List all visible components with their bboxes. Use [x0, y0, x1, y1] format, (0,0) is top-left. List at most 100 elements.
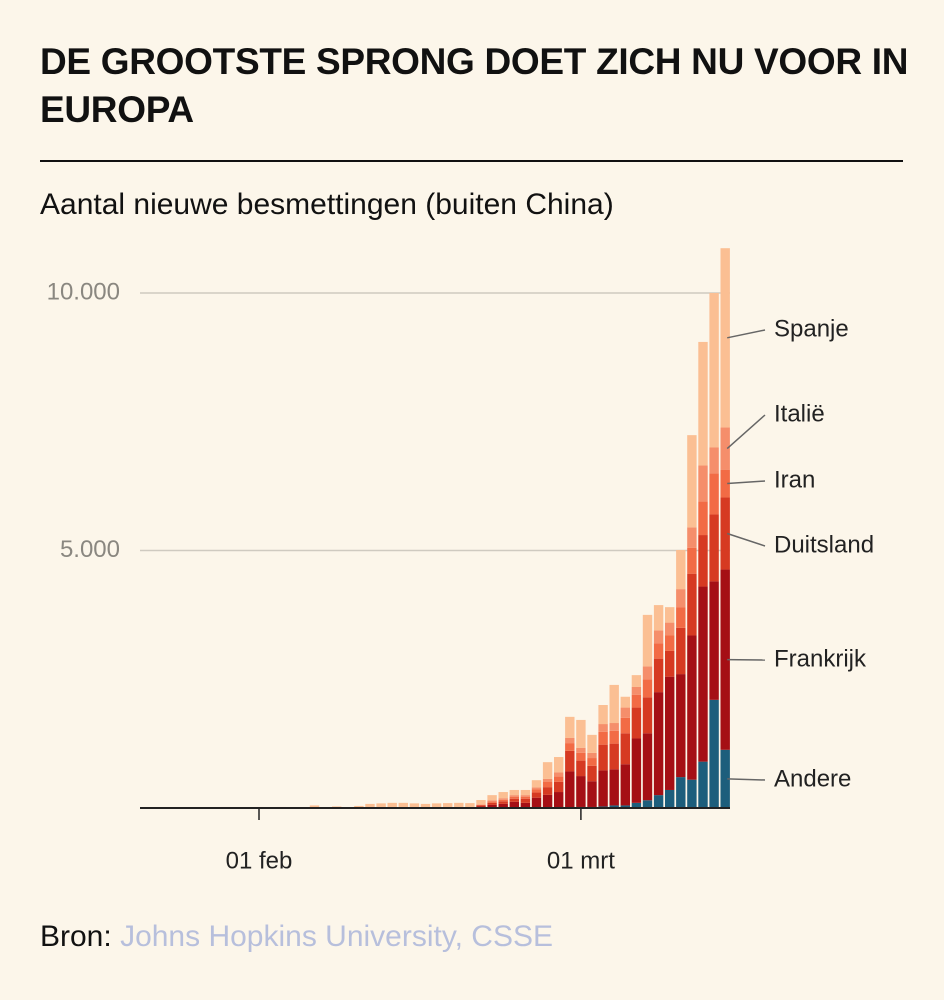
bar-segment — [587, 765, 597, 782]
bar-segment — [520, 795, 531, 797]
bar-segment — [720, 497, 730, 570]
bar-segment — [487, 804, 497, 808]
bar-segment — [554, 772, 564, 777]
bar-segment — [598, 744, 608, 771]
bar-segment — [309, 805, 320, 808]
bar-segment — [565, 716, 575, 738]
bar-segment — [642, 666, 653, 680]
bar-segment — [676, 589, 686, 608]
bar-segment — [487, 802, 497, 805]
bar-segment — [642, 733, 653, 801]
bar-segment — [531, 797, 542, 808]
bar-segment — [698, 341, 708, 466]
leader-line — [727, 778, 766, 781]
x-tick-label: 01 feb — [226, 847, 293, 874]
bar-segment — [687, 779, 697, 808]
bar-segment — [653, 692, 664, 796]
y-tick-label: 5.000 — [60, 536, 120, 563]
bar-segment — [620, 764, 630, 806]
bar-segment — [609, 769, 619, 806]
bar-segment — [653, 658, 664, 693]
title-rule — [40, 160, 903, 162]
chart: 5.000 10.000 Andere Frankrijk Duitsland Iran I… — [47, 248, 874, 874]
bar-segment — [631, 738, 642, 803]
leader-line — [726, 414, 766, 450]
bar-segment — [709, 293, 719, 448]
bar-segment — [687, 547, 697, 574]
bar-segment — [454, 802, 464, 808]
leader-line — [726, 532, 766, 547]
series-label: Italië — [774, 400, 825, 427]
bar-segment — [687, 435, 697, 528]
bar-segment — [554, 776, 564, 782]
bar-segment — [720, 427, 730, 470]
bar-segment — [620, 717, 630, 734]
bar-segment — [720, 569, 730, 750]
source-label: Bron: — [40, 920, 112, 953]
series-label: Duitsland — [774, 531, 874, 558]
bar-segment — [587, 734, 597, 753]
bar-segment — [598, 724, 608, 732]
bar-segment — [709, 447, 719, 474]
bar-segment — [631, 707, 642, 739]
source-link[interactable]: Johns Hopkins University, CSSE — [120, 920, 553, 953]
bar-segment — [609, 730, 619, 744]
bar-segment — [387, 802, 397, 808]
bar-segment — [565, 750, 575, 772]
bar-segment — [709, 473, 719, 515]
bar-segment — [542, 762, 553, 779]
bar-segment — [653, 643, 664, 659]
bar-segment — [642, 614, 653, 667]
bar-segment — [554, 781, 564, 793]
source: Bron: Johns Hopkins University, CSSE — [40, 920, 553, 954]
bar-segment — [665, 676, 675, 790]
bar-segment — [565, 771, 575, 808]
bar-segment — [631, 675, 642, 687]
leader-line — [727, 480, 766, 485]
bar-segment — [587, 781, 597, 807]
bar-segment — [609, 743, 619, 770]
bar-segment — [354, 805, 364, 808]
bar-segment — [642, 679, 653, 698]
bar-segment — [720, 469, 730, 498]
leader-line — [727, 329, 766, 339]
bar-segment — [620, 707, 630, 718]
chart-title: DE GROOTSTE SPRONG DOET ZICH NU VOOR IN … — [40, 41, 909, 130]
bar-segment — [631, 694, 642, 708]
bar-segment — [665, 622, 675, 636]
bar-segment — [498, 801, 508, 804]
chart-subtitle: Aantal nieuwe besmettingen (buiten China… — [40, 188, 614, 221]
bar-segment — [487, 800, 497, 802]
bar-segment — [709, 581, 719, 700]
series-label: Andere — [774, 765, 851, 792]
bar-segment — [531, 792, 542, 798]
bar-segment — [598, 731, 608, 745]
bar-segment — [476, 800, 486, 805]
bar-segment — [598, 705, 608, 725]
bar-segment — [365, 803, 375, 808]
bar-segment — [665, 650, 675, 677]
bar-segment — [676, 777, 686, 808]
bar-segment — [653, 630, 664, 644]
y-tick-label: 10.000 — [47, 278, 120, 305]
bar-segment — [465, 803, 475, 808]
bar-segment — [531, 789, 542, 793]
bar-segment — [531, 780, 542, 788]
bar-segment — [476, 804, 486, 806]
bar-segment — [487, 801, 497, 803]
bar-segment — [620, 805, 630, 808]
bar-segment — [520, 798, 531, 803]
bar-segment — [609, 723, 619, 731]
bar-segment — [698, 586, 708, 762]
bar-segment — [653, 795, 664, 808]
bar-segment — [609, 684, 619, 724]
bar-segment — [398, 802, 408, 808]
bar-segment — [687, 635, 697, 780]
series-label: Iran — [774, 466, 815, 493]
bar-segment — [576, 747, 586, 753]
bar-segment — [576, 776, 586, 807]
bar-segment — [631, 686, 642, 695]
bar-segment — [509, 795, 519, 797]
bar-segment — [376, 803, 386, 808]
bar-segment — [509, 798, 519, 802]
